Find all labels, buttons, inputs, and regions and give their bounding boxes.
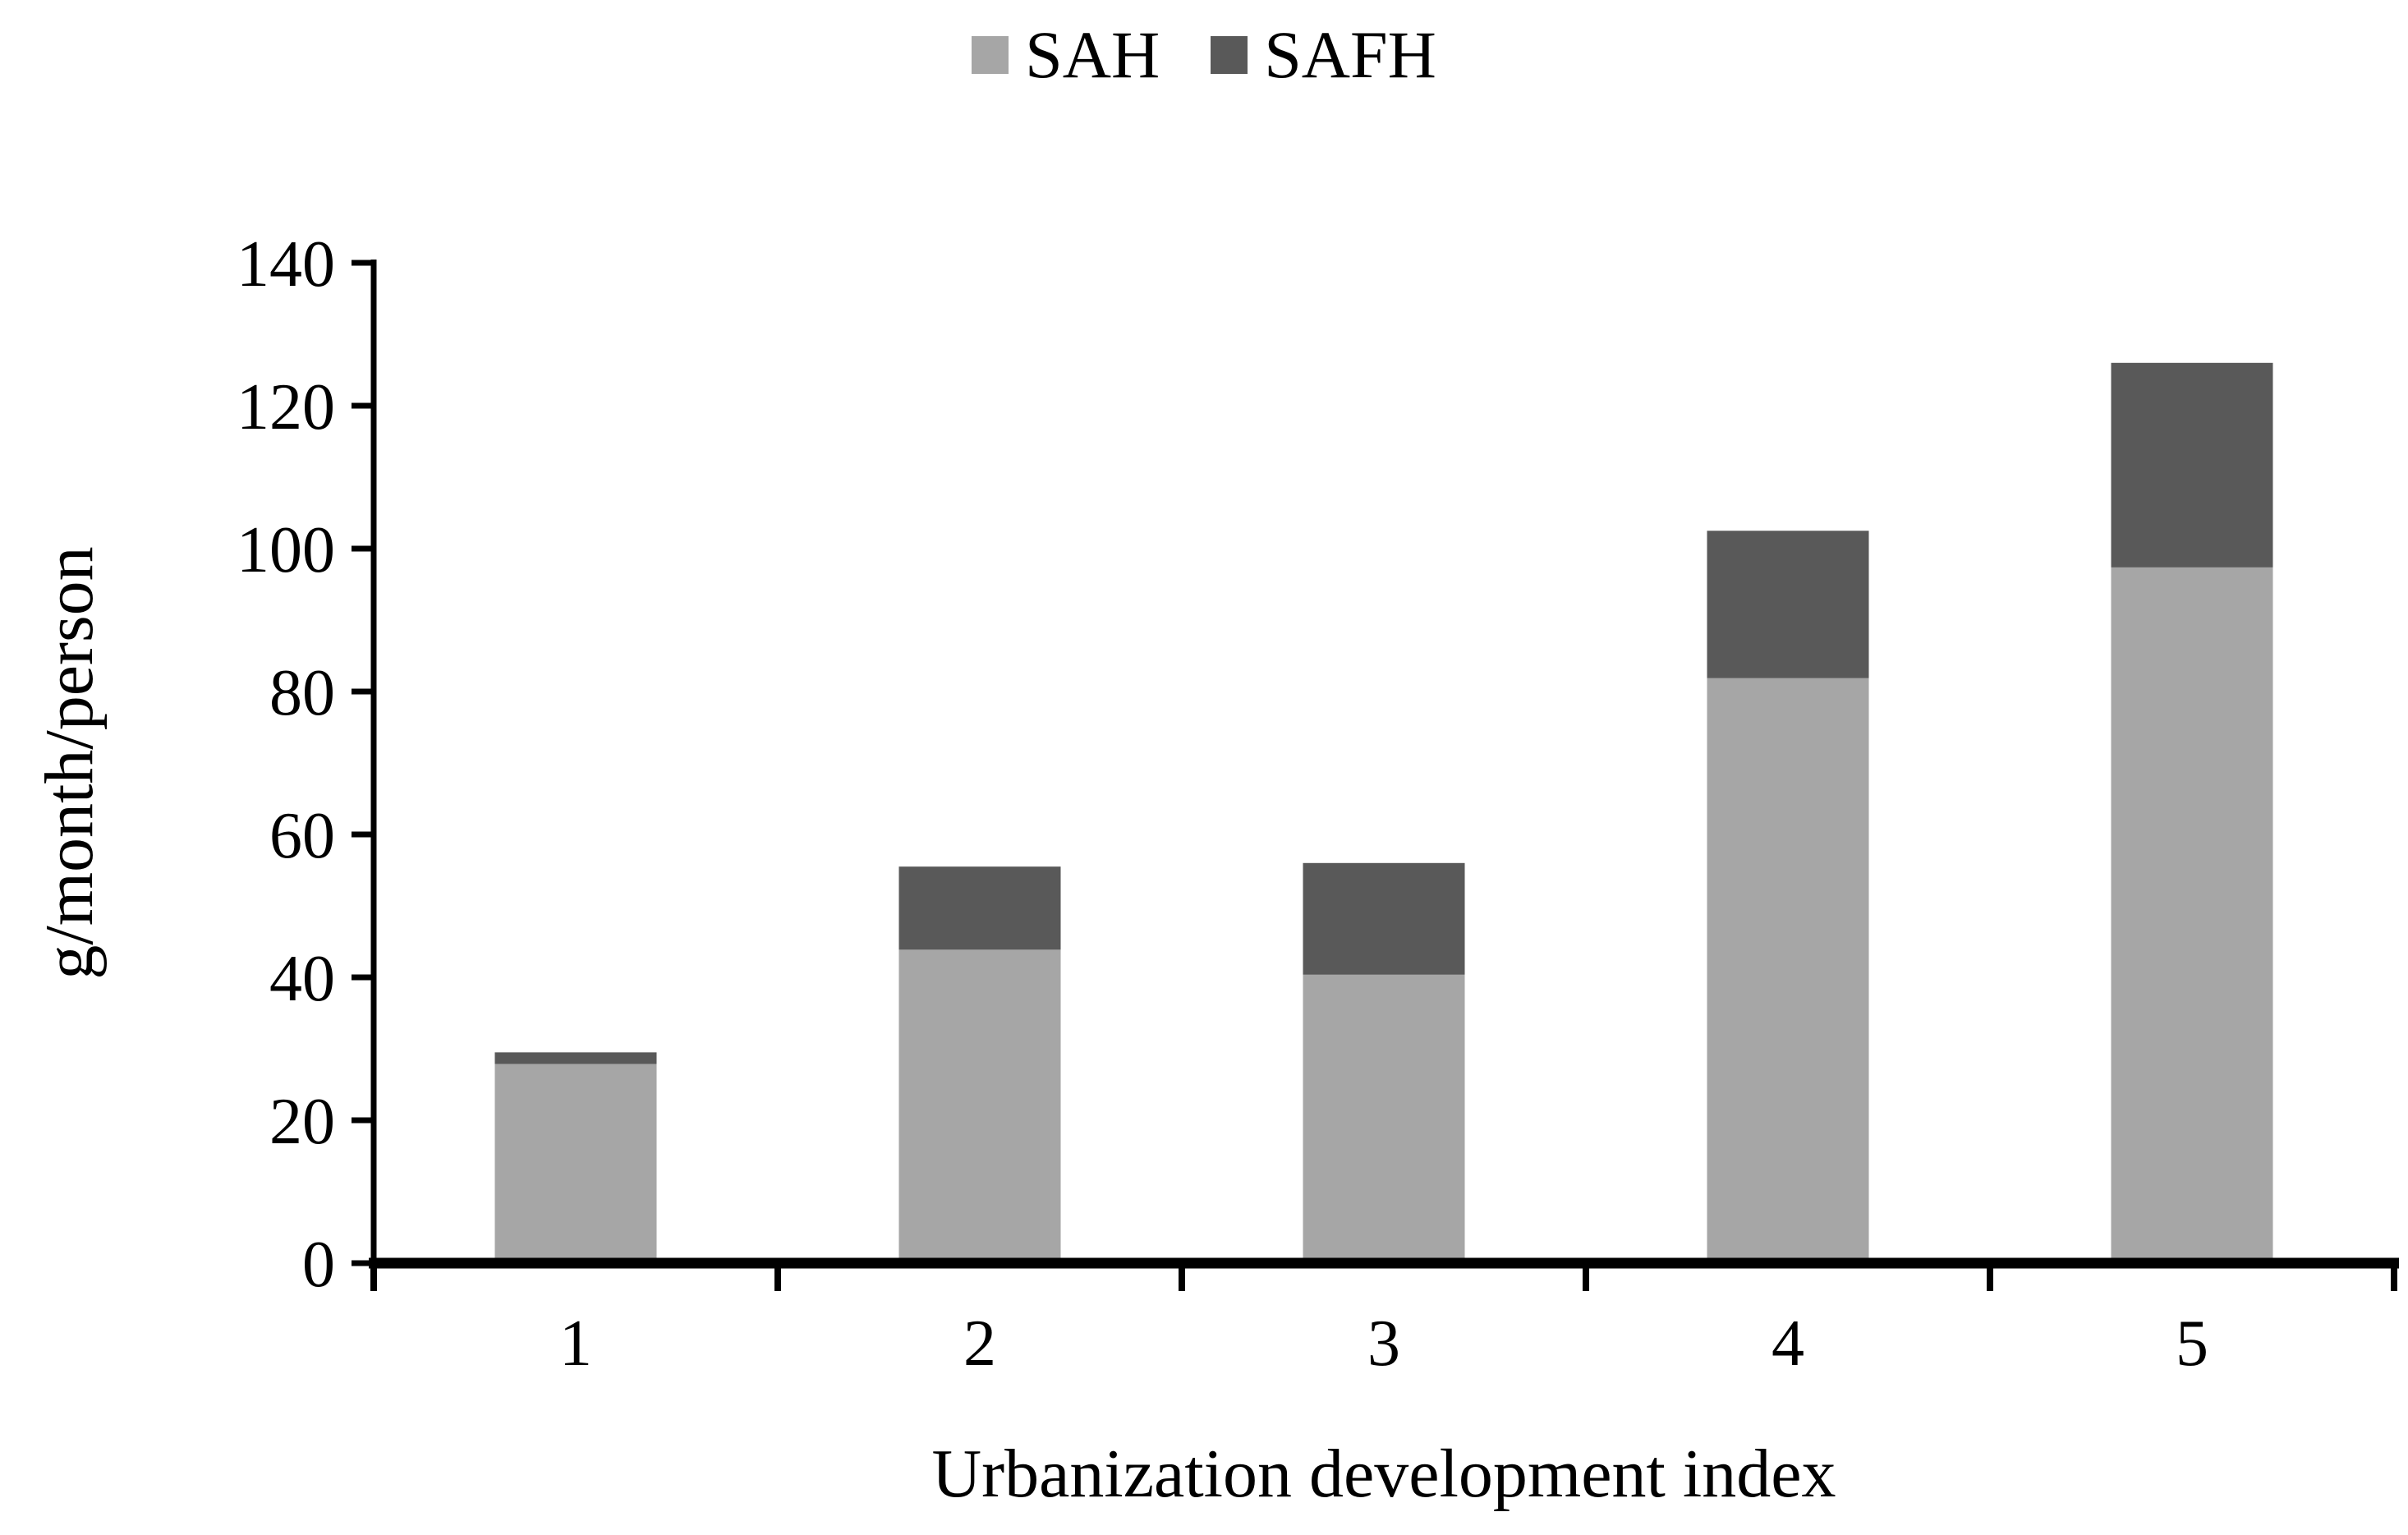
bar-segment-safh-cat5 bbox=[2111, 362, 2273, 568]
x-tick-label: 2 bbox=[963, 1308, 996, 1380]
bar-segment-sah-cat4 bbox=[1707, 677, 1869, 1264]
x-tick-label: 5 bbox=[2176, 1308, 2208, 1380]
legend-label-safh: SAFH bbox=[1264, 17, 1436, 92]
y-tick-label: 100 bbox=[237, 514, 335, 586]
y-tick-label: 40 bbox=[269, 943, 335, 1015]
bar-segment-safh-cat4 bbox=[1707, 531, 1869, 678]
y-tick-label: 20 bbox=[269, 1086, 335, 1158]
legend-item-sah: SAH bbox=[972, 21, 1160, 89]
chart-legend: SAH SAFH bbox=[0, 21, 2408, 89]
bar-segment-safh-cat2 bbox=[898, 866, 1061, 950]
y-tick-label: 140 bbox=[237, 228, 335, 301]
x-tick-label: 4 bbox=[1772, 1308, 1804, 1380]
y-tick-label: 80 bbox=[269, 657, 335, 729]
y-axis-title: g/month/person bbox=[31, 546, 108, 979]
legend-label-sah: SAH bbox=[1025, 17, 1160, 92]
sah-legend-swatch-icon bbox=[972, 36, 1009, 74]
y-tick-label: 0 bbox=[302, 1229, 335, 1301]
safh-legend-swatch-icon bbox=[1211, 36, 1248, 74]
y-tick-label: 120 bbox=[237, 371, 335, 443]
bar-segment-sah-cat2 bbox=[898, 949, 1061, 1264]
bar-segment-sah-cat1 bbox=[494, 1063, 657, 1264]
bar-segment-safh-cat3 bbox=[1303, 862, 1465, 975]
legend-item-safh: SAFH bbox=[1211, 21, 1436, 89]
bar-segment-sah-cat3 bbox=[1303, 973, 1465, 1264]
y-tick-label: 60 bbox=[269, 800, 335, 872]
x-tick-label: 3 bbox=[1367, 1308, 1400, 1380]
bar-segment-safh-cat1 bbox=[494, 1052, 657, 1064]
x-axis-title: Urbanization development index bbox=[932, 1436, 1836, 1512]
x-tick-label: 1 bbox=[559, 1308, 592, 1380]
bar-segment-sah-cat5 bbox=[2111, 566, 2273, 1264]
